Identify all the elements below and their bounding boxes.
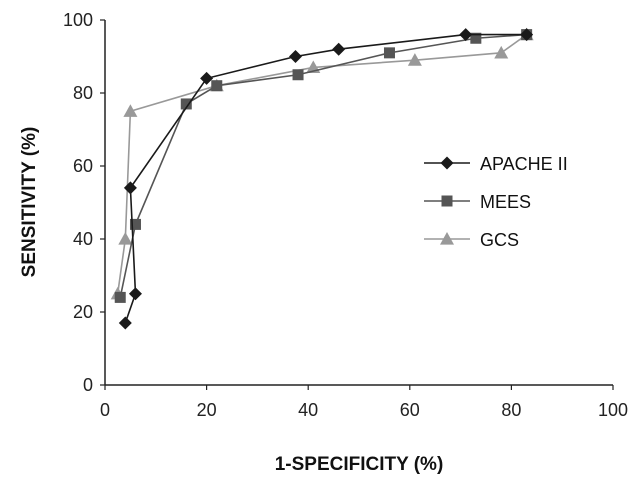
y-tick-label: 40 xyxy=(73,229,93,249)
legend-item: APACHE II xyxy=(424,154,568,174)
y-tick-label: 80 xyxy=(73,83,93,103)
axes xyxy=(104,20,613,386)
x-tick-label: 60 xyxy=(400,400,420,420)
x-tick-label: 0 xyxy=(100,400,110,420)
series-line xyxy=(119,33,527,298)
data-point xyxy=(332,42,346,56)
y-tick-label: 20 xyxy=(73,302,93,322)
legend-label: APACHE II xyxy=(480,154,568,174)
data-point xyxy=(180,98,192,110)
data-point xyxy=(200,71,214,85)
data-point xyxy=(407,53,422,66)
data-point xyxy=(211,80,223,92)
data-point xyxy=(470,32,482,44)
y-axis-title: SENSITIVITY (%) xyxy=(19,127,40,278)
data-point xyxy=(520,28,534,42)
legend-label: MEES xyxy=(480,192,531,212)
legend-marker xyxy=(440,156,454,170)
data-point xyxy=(129,218,141,230)
x-axis-title: 1-SPECIFICITY (%) xyxy=(275,454,444,475)
data-point xyxy=(292,69,304,81)
data-point xyxy=(383,47,395,59)
y-tick-label: 60 xyxy=(73,156,93,176)
y-tick-label: 0 xyxy=(83,375,93,395)
y-ticks: 0 20 40 60 80 100 xyxy=(63,10,105,395)
legend-item: MEES xyxy=(424,192,531,212)
data-point xyxy=(459,28,473,42)
data-point xyxy=(118,232,133,245)
data-point xyxy=(289,50,302,63)
data-point xyxy=(114,291,126,303)
data-point xyxy=(123,104,138,117)
legend-marker xyxy=(441,195,453,207)
x-ticks: 0 20 40 60 80 100 xyxy=(100,385,628,420)
legend: APACHE II MEES GCS xyxy=(424,154,568,250)
series-line xyxy=(116,33,528,294)
x-tick-label: 80 xyxy=(501,400,521,420)
series-mees xyxy=(114,29,533,303)
data-point xyxy=(494,45,509,59)
data-point xyxy=(128,287,142,301)
series-line xyxy=(124,33,527,324)
series-apache-ii xyxy=(118,28,534,330)
legend-marker xyxy=(440,232,454,245)
legend-item: GCS xyxy=(424,230,519,250)
x-tick-label: 100 xyxy=(598,400,628,420)
legend-label: GCS xyxy=(480,230,519,250)
series-layer xyxy=(110,27,534,330)
data-point xyxy=(118,316,132,330)
x-tick-label: 40 xyxy=(298,400,318,420)
data-point xyxy=(123,181,137,195)
x-tick-label: 20 xyxy=(197,400,217,420)
y-tick-label: 100 xyxy=(63,10,93,30)
